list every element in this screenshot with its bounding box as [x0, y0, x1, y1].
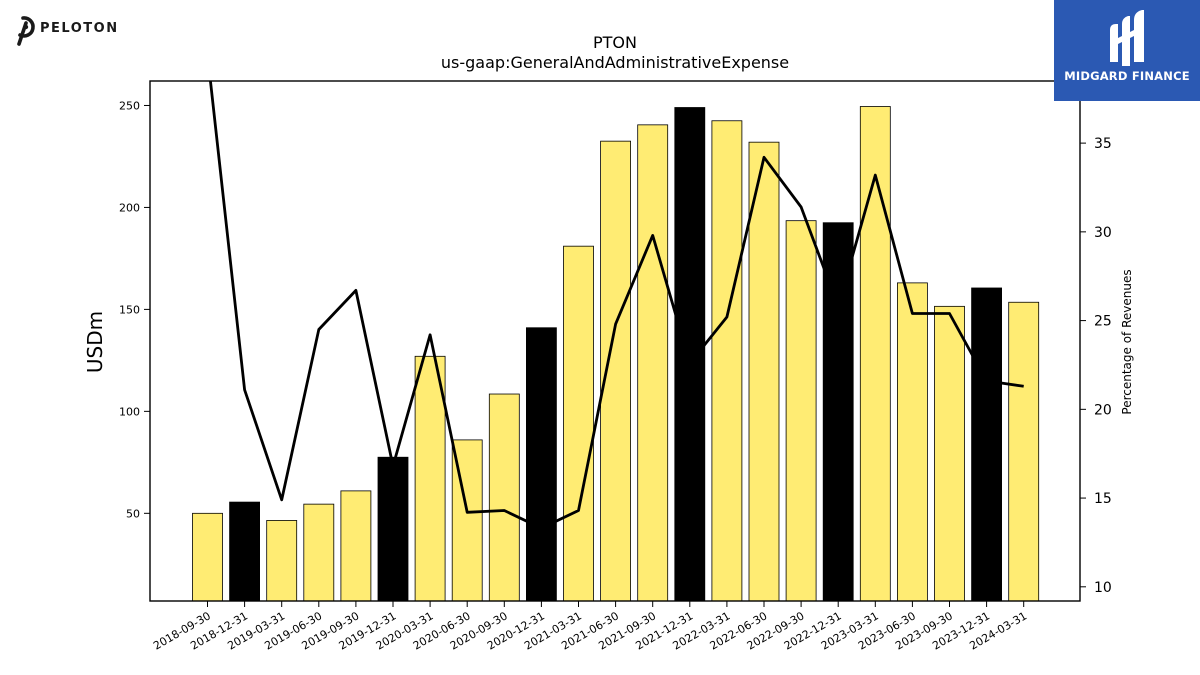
y2-tick-label: 25 [1094, 314, 1112, 330]
y-tick-label: 50 [126, 507, 140, 520]
y2-tick-label: 20 [1094, 402, 1112, 418]
series-line [209, 81, 1024, 530]
bar [488, 393, 520, 602]
bar [192, 512, 223, 602]
bar [303, 503, 335, 602]
y2-tick-label: 35 [1094, 136, 1112, 152]
bar [785, 220, 817, 602]
peloton-wordmark: PELOTON [40, 21, 119, 36]
y-tick-label: 250 [119, 99, 140, 112]
midgard-m-icon [1110, 10, 1144, 66]
plot-frame [149, 80, 1081, 602]
bar [859, 106, 891, 602]
y-axis-right: 10 15 20 25 30 35 [1080, 136, 1112, 596]
peloton-p-icon [17, 16, 35, 46]
y-tick-label: 100 [119, 405, 140, 418]
bar [748, 141, 780, 602]
y2-tick-label: 30 [1094, 225, 1112, 241]
midgard-wordmark: MIDGARD FINANCE [1064, 69, 1190, 83]
bar [674, 107, 706, 602]
bar [1008, 301, 1040, 602]
line-series [209, 81, 1024, 530]
bar [897, 282, 928, 602]
bar [563, 245, 594, 602]
bar-series [192, 106, 1040, 602]
y-axis-left: 50 100 150 200 250 [119, 99, 150, 520]
bar [971, 287, 1002, 602]
bar [526, 327, 557, 602]
y2-tick-label: 15 [1094, 491, 1112, 507]
y2-tick-label: 10 [1094, 580, 1112, 596]
bar [229, 501, 261, 602]
bar [822, 222, 854, 602]
y-tick-label: 150 [119, 303, 140, 316]
y-axis-label: USDm [83, 311, 107, 373]
bar [414, 355, 446, 602]
bar [266, 520, 298, 602]
chart-subtitle: us-gaap:GeneralAndAdministrativeExpense [441, 53, 789, 72]
y2-axis-label: Percentage of Revenues [1120, 269, 1134, 414]
bar [934, 305, 965, 602]
bar [637, 124, 669, 602]
y-tick-label: 200 [119, 201, 140, 214]
x-axis: 2018-09-302018-12-312019-03-312019-06-30… [151, 601, 1029, 653]
bar [711, 120, 743, 602]
chart-title: PTON [593, 33, 637, 52]
bar [340, 490, 372, 602]
bar [377, 456, 409, 602]
midgard-watermark: MIDGARD FINANCE [1054, 0, 1200, 101]
